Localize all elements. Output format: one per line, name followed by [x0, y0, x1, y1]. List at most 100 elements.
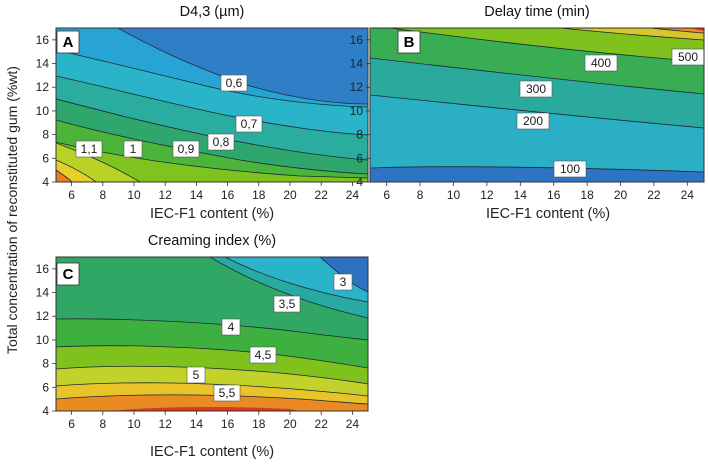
- svg-text:1: 1: [130, 142, 137, 156]
- panel-c-xtick-label-10: 10: [127, 417, 141, 431]
- panel-a-ytick-label-16: 16: [36, 33, 50, 47]
- panel-b-band-red: [690, 28, 704, 31]
- panel-b-band-blue: [370, 166, 704, 182]
- panel-b-xtick-label-16: 16: [547, 188, 561, 202]
- panel-c: Creaming index (%): [36, 233, 369, 460]
- svg-text:500: 500: [678, 50, 698, 64]
- panel-b-band-lime: [390, 28, 704, 62]
- panel-a-band-blue: [118, 28, 368, 104]
- panel-b-contour-fill: [370, 28, 704, 182]
- panel-b-contour-lines: [370, 28, 704, 173]
- svg-text:400: 400: [591, 56, 611, 70]
- panel-a-xtick-label-18: 18: [252, 188, 266, 202]
- panel-c-xtick-label-24: 24: [346, 417, 360, 431]
- panel-b-xtick-label-22: 22: [647, 188, 661, 202]
- panel-a-band-yellow: [56, 160, 96, 182]
- panel-b-xlabel: IEC-F1 content (%): [486, 206, 610, 222]
- panel-b-band-yellow: [560, 28, 704, 40]
- panel-a-label-0-6: 0,6: [220, 74, 248, 92]
- panel-c-label-3: 3: [333, 273, 353, 291]
- panel-c-xtick-label-8: 8: [99, 417, 106, 431]
- panel-b-xtick-label-8: 8: [417, 188, 424, 202]
- panel-b-xtick-label-24: 24: [681, 188, 695, 202]
- panel-b-label-500: 500: [671, 48, 705, 66]
- panel-b-yticks: 4 6 8 10 12 14 16: [350, 33, 370, 189]
- svg-text:A: A: [63, 34, 74, 51]
- panel-c-band-orange: [56, 394, 368, 411]
- svg-text:5: 5: [193, 368, 200, 382]
- svg-text:3: 3: [340, 275, 347, 289]
- panel-a-ytick-label-8: 8: [42, 128, 49, 142]
- panel-a-ytick-label-14: 14: [36, 57, 50, 71]
- panel-c-ytick-label-4: 4: [42, 404, 49, 418]
- svg-text:4,5: 4,5: [255, 348, 272, 362]
- panel-a-xtick-label-8: 8: [99, 188, 106, 202]
- panel-a-label-1-1: 1,1: [75, 140, 103, 158]
- svg-text:C: C: [63, 266, 74, 283]
- panel-c-band-red: [110, 406, 300, 411]
- panel-a-xtick-label-14: 14: [190, 188, 204, 202]
- panel-b-title: Delay time (min): [484, 4, 590, 20]
- panel-c-label-5: 5: [186, 366, 206, 384]
- panel-c-contour-labels: 3 3,5 4 4,5 5 5,5: [186, 273, 353, 402]
- panel-b-xtick-label-14: 14: [514, 188, 528, 202]
- panel-a-xlabel: IEC-F1 content (%): [150, 206, 274, 222]
- panel-a-xtick-label-6: 6: [68, 188, 75, 202]
- panel-a-label-1: 1: [123, 140, 143, 158]
- panel-a-ytick-label-12: 12: [36, 80, 50, 94]
- panel-a-xtick-label-22: 22: [315, 188, 329, 202]
- panel-b-contour-labels: 100 200 300 400 500: [516, 48, 705, 178]
- panel-c-title: Creaming index (%): [148, 233, 276, 249]
- panel-a-ytick-label-6: 6: [42, 151, 49, 165]
- panel-a-xtick-label-12: 12: [159, 188, 173, 202]
- panel-c-xtick-label-22: 22: [315, 417, 329, 431]
- svg-text:4: 4: [228, 320, 235, 334]
- svg-text:3,5: 3,5: [279, 297, 296, 311]
- panel-a-ytick-label-10: 10: [36, 104, 50, 118]
- panel-b-label-300: 300: [519, 80, 553, 98]
- panel-c-ytick-label-6: 6: [42, 380, 49, 394]
- panel-a-frame: [55, 27, 369, 183]
- panel-b-xticks: 6 8 10 12 14 16 18 20 22 24: [383, 182, 694, 202]
- panel-c-band-cyan: [225, 257, 368, 302]
- svg-text:1,1: 1,1: [81, 142, 98, 156]
- panel-a-xticks: 6 8 10 12 14 16 18 20 22 24: [68, 182, 359, 202]
- panel-a-contour-labels: 1,1 1 0,9 0,8 0,7 0,6: [75, 74, 263, 158]
- panel-c-xtick-label-20: 20: [283, 417, 297, 431]
- panel-c-xlabel: IEC-F1 content (%): [150, 444, 274, 460]
- panel-c-label-3-5: 3,5: [273, 295, 301, 313]
- panel-a-xtick-label-24: 24: [346, 188, 360, 202]
- shared-y-axis-label: Total concentration of reconstituted gum…: [4, 66, 20, 354]
- svg-text:0,8: 0,8: [213, 135, 230, 149]
- panel-c-xticks: 6 8 10 12 14 16 18 20 22 24: [68, 411, 359, 431]
- panel-b-xtick-label-18: 18: [580, 188, 594, 202]
- panel-c-xtick-label-16: 16: [221, 417, 235, 431]
- panel-c-ytick-label-12: 12: [36, 309, 50, 323]
- panel-a: D4,3 (µm): [36, 4, 369, 222]
- svg-text:B: B: [404, 34, 415, 51]
- svg-text:0,9: 0,9: [178, 142, 195, 156]
- svg-text:200: 200: [523, 114, 543, 128]
- panel-b-xtick-label-20: 20: [614, 188, 628, 202]
- panel-a-letter: A: [56, 30, 80, 54]
- panel-b-ytick-label-6: 6: [356, 151, 363, 165]
- panel-b-ytick-label-14: 14: [350, 57, 364, 71]
- svg-text:0,6: 0,6: [226, 76, 243, 90]
- panel-a-label-0-9: 0,9: [172, 140, 200, 158]
- panel-c-label-5-5: 5,5: [213, 384, 241, 402]
- svg-text:300: 300: [526, 82, 546, 96]
- panel-c-ytick-label-10: 10: [36, 333, 50, 347]
- panel-c-label-4-5: 4,5: [249, 346, 277, 364]
- panel-b-ytick-label-10: 10: [350, 104, 364, 118]
- panel-c-letter: C: [56, 262, 80, 286]
- panel-c-xtick-label-12: 12: [159, 417, 173, 431]
- panel-c-ytick-label-8: 8: [42, 357, 49, 371]
- panel-c-label-4: 4: [221, 318, 241, 336]
- panel-a-label-0-7: 0,7: [235, 115, 263, 133]
- panel-c-xtick-label-6: 6: [68, 417, 75, 431]
- panel-b-label-100: 100: [553, 160, 587, 178]
- panel-a-ytick-label-4: 4: [42, 175, 49, 189]
- svg-text:100: 100: [560, 162, 580, 176]
- panel-a-xtick-label-10: 10: [127, 188, 141, 202]
